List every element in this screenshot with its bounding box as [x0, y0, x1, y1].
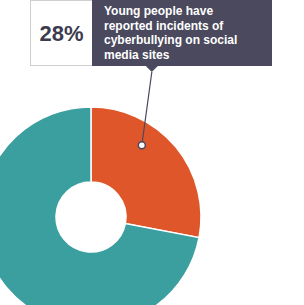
pointer-dot [138, 142, 145, 149]
annotation-line: reported incidents of [104, 19, 224, 33]
annotation-line: cyberbullying on social [104, 33, 237, 47]
annotation-line: Young people have [104, 4, 213, 18]
annotation-box [92, 0, 272, 66]
slice [91, 107, 201, 238]
plot [0, 107, 201, 305]
chart: 28% Young people havereported incidents o… [0, 0, 304, 305]
annotation-line: media sites [104, 48, 170, 62]
pointer-notch [146, 66, 158, 72]
value-label: 28% [39, 21, 83, 46]
slice [0, 107, 199, 305]
pointer-line [142, 72, 152, 145]
label-box [31, 1, 93, 66]
annotation: Young people havereported incidents ofcy… [104, 4, 237, 62]
